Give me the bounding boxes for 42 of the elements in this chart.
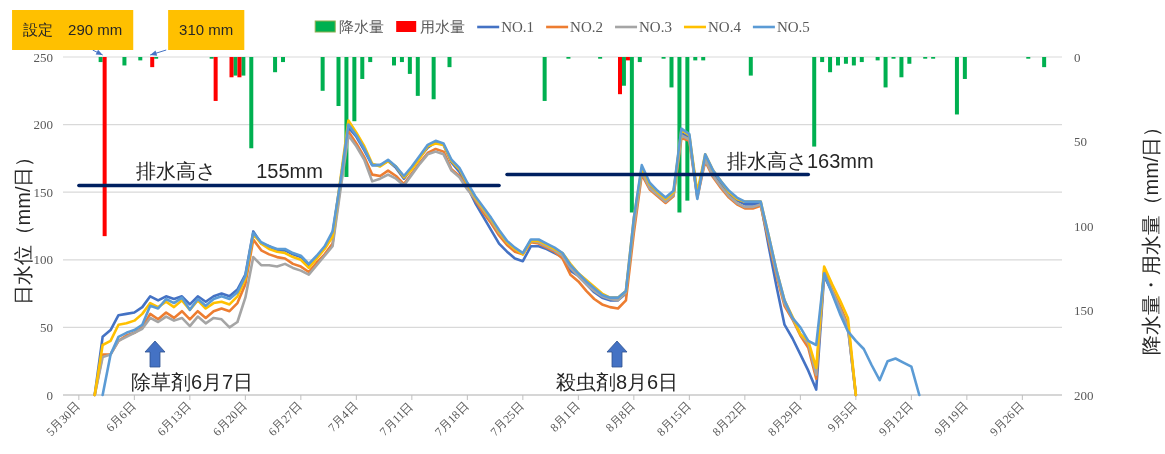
annotation: 設定 290 mm bbox=[23, 21, 123, 38]
y2-tick-label: 0 bbox=[1074, 49, 1081, 65]
x-tick-label: 9月12日 bbox=[875, 399, 916, 439]
x-tick-label: 6月6日 bbox=[103, 399, 139, 435]
x-tick-label: 7月11日 bbox=[376, 399, 416, 439]
y-tick-label: 50 bbox=[40, 319, 53, 335]
annotation: 排水高さ163mm bbox=[727, 149, 874, 172]
x-tick-label: 8月8日 bbox=[602, 399, 638, 435]
y2-tick-label: 50 bbox=[1074, 134, 1087, 149]
x-tick-label: 7月4日 bbox=[325, 399, 361, 435]
y-tick-label: 150 bbox=[33, 184, 53, 200]
x-tick-label: 7月18日 bbox=[431, 399, 472, 439]
legend-label: 降水量 bbox=[339, 18, 385, 35]
y2-tick-label: 150 bbox=[1074, 303, 1094, 318]
annotation: 殺虫剤8月6日 bbox=[555, 371, 679, 393]
y-tick-label: 100 bbox=[33, 252, 53, 268]
x-tick-label: 8月15日 bbox=[653, 399, 694, 439]
x-tick-label: 7月25日 bbox=[487, 399, 527, 439]
x-tick-label: 6月20日 bbox=[209, 399, 250, 439]
x-tick-label: 8月22日 bbox=[709, 399, 749, 439]
legend-label: 用水量 bbox=[420, 18, 466, 35]
legend-label: NO.2 bbox=[570, 19, 604, 35]
legend-label: NO.3 bbox=[639, 19, 672, 35]
x-tick-label: 9月19日 bbox=[931, 399, 971, 439]
legend-label: NO.1 bbox=[501, 19, 535, 35]
x-tick-label: 9月26日 bbox=[986, 399, 1027, 439]
legend-label: NO.4 bbox=[707, 19, 742, 35]
legend-label: NO.5 bbox=[776, 19, 810, 35]
y2-tick-label: 100 bbox=[1074, 218, 1094, 234]
y-tick-label: 200 bbox=[33, 117, 53, 133]
x-tick-label: 8月29日 bbox=[764, 399, 805, 439]
y2-tick-label: 200 bbox=[1074, 387, 1094, 403]
y-tick-label: 250 bbox=[33, 49, 53, 65]
y2-axis-title: 降水量・用水量（mm/日） bbox=[1140, 116, 1162, 356]
x-tick-label: 9月5日 bbox=[824, 399, 860, 435]
annotation: 除草剤6月7日 bbox=[130, 371, 254, 393]
x-tick-label: 6月13日 bbox=[154, 399, 194, 439]
y-axis-title: 日水位（mm/日） bbox=[12, 146, 34, 306]
annotation: 排水高さ 155mm bbox=[136, 160, 323, 183]
annotation: 310 mm bbox=[179, 21, 234, 38]
x-tick-label: 6月27日 bbox=[265, 399, 305, 439]
x-tick-label: 8月1日 bbox=[547, 399, 583, 435]
